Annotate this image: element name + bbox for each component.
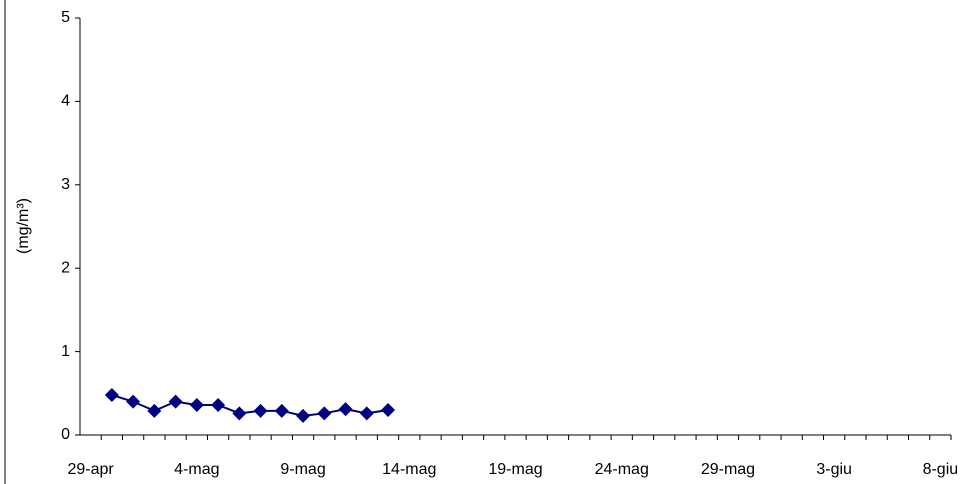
data-point <box>211 397 226 412</box>
x-tick-label: 9-mag <box>280 461 325 478</box>
data-point <box>147 403 162 418</box>
data-point <box>168 394 183 409</box>
x-tick-label: 19-mag <box>488 461 542 478</box>
y-tick-label: 4 <box>61 93 70 110</box>
x-tick-label: 29-apr <box>67 461 114 478</box>
data-point <box>232 406 247 421</box>
y-tick-label: 3 <box>61 176 70 193</box>
data-point <box>317 406 332 421</box>
y-axis-label: (mg/m³) <box>15 198 32 254</box>
y-tick-label: 2 <box>61 259 70 276</box>
y-tick-label: 5 <box>61 9 70 26</box>
x-tick-label: 24-mag <box>595 461 649 478</box>
data-point <box>359 406 374 421</box>
x-tick-label: 3-giu <box>816 461 852 478</box>
x-tick-label: 14-mag <box>382 461 436 478</box>
x-tick-label: 29-mag <box>701 461 755 478</box>
data-point <box>274 403 289 418</box>
x-tick-label: 8-giu <box>923 461 959 478</box>
data-point <box>104 387 119 402</box>
data-point <box>381 402 396 417</box>
y-tick-label: 1 <box>61 343 70 360</box>
x-tick-label: 4-mag <box>174 461 219 478</box>
y-tick-label: 0 <box>61 426 70 443</box>
data-point <box>189 397 204 412</box>
data-point <box>253 403 268 418</box>
data-point <box>338 402 353 417</box>
data-point <box>296 408 311 423</box>
data-point <box>126 394 141 409</box>
